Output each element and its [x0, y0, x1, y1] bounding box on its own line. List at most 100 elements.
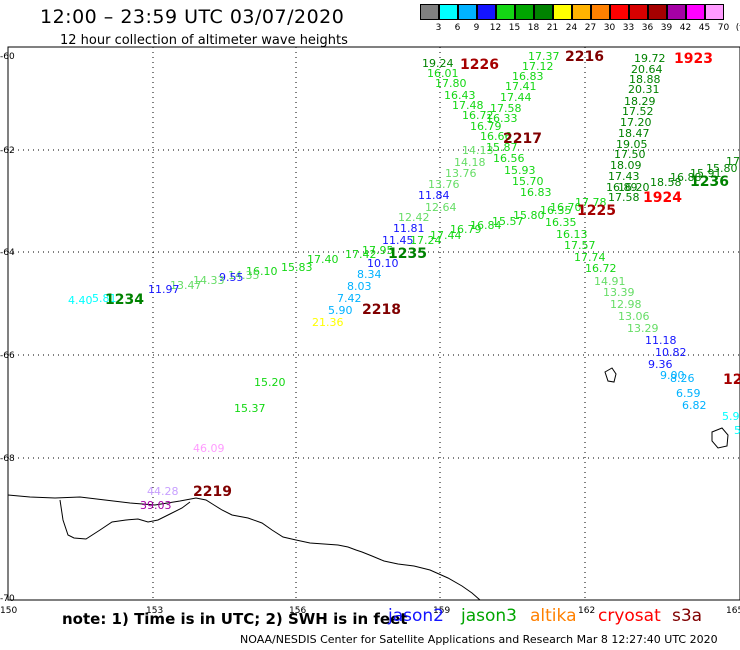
wave-height-label: 5 [734, 424, 740, 437]
wave-height-label: 8.34 [357, 268, 382, 281]
wave-height-label: 44.28 [147, 485, 179, 498]
wave-height-label: 14.91 [594, 275, 626, 288]
scale-label: 12 [489, 23, 502, 33]
wave-height-label: 18.29 [624, 95, 656, 108]
wave-height-label: 11.81 [393, 222, 425, 235]
scale-label: 9 [473, 23, 480, 33]
pass-time-label: 1225 [577, 203, 616, 219]
wave-height-label: 17 [726, 155, 740, 168]
wave-height-label: 17.12 [522, 60, 554, 73]
wave-height-label: 16.83 [520, 186, 552, 199]
wave-height-label: 16.13 [556, 228, 588, 241]
wave-height-label: 17.37 [528, 50, 560, 63]
scale-label: 45 [698, 23, 711, 33]
wave-height-label: 16.56 [493, 152, 525, 165]
satellite-altika: altika [530, 606, 577, 626]
scale-swatch [420, 4, 439, 20]
wave-height-label: 20.31 [628, 83, 660, 96]
axis-labels: 150 153 156 159 162 165 -60 -62 -64 -66 -68 -70 [0, 52, 740, 616]
scale-swatch [534, 4, 553, 20]
wave-height-label: 18.09 [610, 159, 642, 172]
balleny-island-south [711, 427, 729, 449]
wave-height-label: 16.10 [246, 265, 278, 278]
lon-tick-label: 165 [726, 606, 740, 616]
scale-label: (ft) [735, 23, 740, 33]
scale-swatch [572, 4, 591, 20]
wave-height-label: 11.18 [645, 334, 677, 347]
scale-label: 42 [679, 23, 692, 33]
wave-height-label: 16.35 [545, 216, 577, 229]
scale-label: 30 [603, 23, 616, 33]
scale-swatch [591, 4, 610, 20]
wave-height-label: 17.52 [622, 105, 654, 118]
lat-tick-label: -66 [0, 351, 15, 361]
credit-line: NOAA/NESDIS Center for Satellite Applica… [240, 633, 718, 646]
wave-height-label: 13.76 [445, 167, 477, 180]
wave-height-label: 15.80 [513, 209, 545, 222]
wave-height-label: 16.66 [480, 130, 512, 143]
map-subtitle: 12 hour collection of altimeter wave hei… [60, 33, 348, 48]
wave-height-label: 19.24 [422, 57, 454, 70]
wave-height-label: 7.42 [337, 292, 362, 305]
wave-height-label: 9.36 [648, 358, 673, 371]
wave-height-label: 19.72 [634, 52, 666, 65]
wave-height-label: 13.39 [603, 286, 635, 299]
wave-height-label: 17.44 [430, 229, 462, 242]
wave-height-label: 16.33 [486, 112, 518, 125]
wave-height-label: 15.91 [690, 167, 722, 180]
scale-swatch [610, 4, 629, 20]
wave-height-label: 17.78 [575, 196, 607, 209]
wave-height-label: 17.80 [435, 77, 467, 90]
scale-swatch [458, 4, 477, 20]
wave-height-label: 13.29 [627, 322, 659, 335]
wave-height-label: 11.84 [418, 189, 450, 202]
legend-note: note: 1) Time is in UTC; 2) SWH is in fe… [62, 610, 408, 628]
wave-height-label: 16.72 [585, 262, 617, 275]
wave-height-label: 20.64 [631, 63, 663, 76]
wave-height-label: 17.24 [410, 234, 442, 247]
wave-height-label: 17.50 [614, 148, 646, 161]
wave-height-label: 17.41 [505, 80, 537, 93]
pass-time-label: 1236 [690, 174, 729, 190]
lon-tick-label: 156 [289, 606, 306, 616]
wave-height-label: 15.20 [254, 376, 286, 389]
satellite-cryosat: cryosat [598, 606, 661, 626]
balleny-island-north [604, 367, 617, 383]
wave-height-label: 15.93 [504, 164, 536, 177]
wave-height-label: 14.33 [193, 274, 225, 287]
wave-height-label: 18.58 [650, 176, 682, 189]
wave-height-label: 17.42 [345, 248, 377, 261]
pass-time-label: 1923 [674, 51, 713, 67]
wave-height-label: 17.58 [490, 102, 522, 115]
wave-height-label: 19.05 [616, 138, 648, 151]
wave-height-label: 16.35 [540, 204, 572, 217]
map-title: 12:00 – 23:59 UTC 03/07/2020 [40, 6, 345, 28]
wave-height-label: 39.03 [140, 499, 172, 512]
wave-height-label: 5.90 [328, 304, 353, 317]
scale-label: 6 [454, 23, 461, 33]
satellite-jason2: jason2 [388, 606, 444, 626]
wave-height-label: 16.01 [427, 67, 459, 80]
wave-height-label: 17.95 [362, 244, 394, 257]
scale-swatch [686, 4, 705, 20]
scale-label: 15 [508, 23, 521, 33]
wave-height-label: 18.47 [618, 127, 650, 140]
wave-height-label: 16.89 [606, 181, 638, 194]
scale-swatch [705, 4, 724, 20]
wave-height-label: 15.57 [492, 215, 524, 228]
wave-height-label: 12.64 [425, 201, 457, 214]
scale-swatch [477, 4, 496, 20]
lon-tick-label: 153 [146, 606, 163, 616]
wave-height-label: 6.59 [676, 387, 701, 400]
wave-height-label: 17.57 [564, 239, 596, 252]
wave-height-label: 12.98 [610, 298, 642, 311]
scale-label: 33 [622, 23, 635, 33]
grid-lines [8, 47, 740, 600]
wave-height-label: 17.48 [452, 99, 484, 112]
wave-height-label: 16.20 [618, 181, 650, 194]
wave-height-label: 14.13 [462, 144, 494, 157]
lon-tick-label: 159 [433, 606, 450, 616]
scale-label: 36 [641, 23, 654, 33]
